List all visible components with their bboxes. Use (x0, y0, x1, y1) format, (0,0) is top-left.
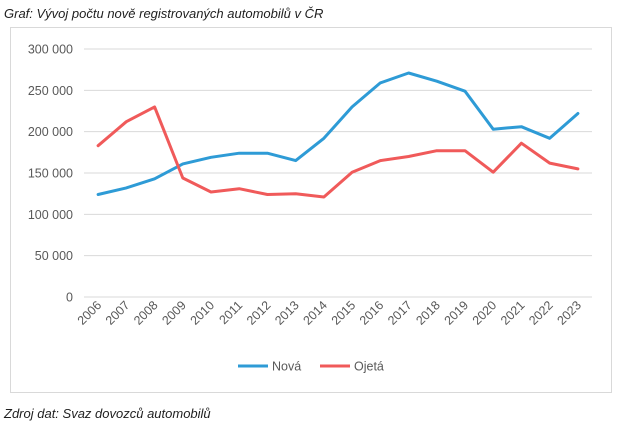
legend-label: Nová (272, 360, 301, 374)
x-tick-label: 2020 (470, 298, 500, 328)
series-line-1 (96, 71, 580, 196)
x-tick-label: 2015 (329, 298, 359, 328)
chart-area (10, 27, 612, 393)
x-tick-label: 2018 (413, 298, 443, 328)
y-tick-label: 100 000 (28, 208, 73, 222)
x-tick-label: 2014 (300, 298, 330, 328)
x-tick-label: 2007 (103, 298, 133, 328)
x-tick-label: 2012 (244, 298, 274, 328)
x-tick-label: 2006 (75, 298, 105, 328)
x-tick-label: 2019 (442, 298, 472, 328)
chart-caption: Graf: Vývoj počtu nově registrovaných au… (4, 6, 324, 21)
x-tick-label: 2009 (159, 298, 189, 328)
series-lines (96, 71, 580, 199)
y-tick-label: 200 000 (28, 125, 73, 139)
legend-label: Ojetá (354, 360, 384, 374)
x-tick-label: 2011 (216, 298, 245, 327)
x-tick-label: 2010 (188, 298, 218, 328)
series-line-2 (96, 105, 580, 199)
y-tick-label: 300 000 (28, 43, 73, 57)
y-axis-ticks: 0 50 000 100 000 150 000 200 000 250 000 300 0… (28, 43, 73, 305)
x-tick-label: 2008 (131, 298, 161, 328)
gridlines (84, 48, 592, 298)
x-tick-label: 2022 (526, 298, 556, 328)
legend: Nová Ojetá (238, 360, 384, 374)
data-source-note: Zdroj dat: Svaz dovozců automobilů (4, 406, 211, 421)
y-tick-label: 0 (66, 291, 73, 305)
y-tick-label: 50 000 (35, 249, 73, 263)
x-tick-label: 2016 (357, 298, 387, 328)
y-tick-label: 150 000 (28, 167, 73, 181)
x-tick-label: 2017 (385, 298, 415, 328)
x-tick-label: 2013 (272, 298, 302, 328)
x-tick-label: 2021 (498, 298, 528, 328)
y-tick-label: 250 000 (28, 84, 73, 98)
x-tick-label: 2023 (554, 298, 584, 328)
